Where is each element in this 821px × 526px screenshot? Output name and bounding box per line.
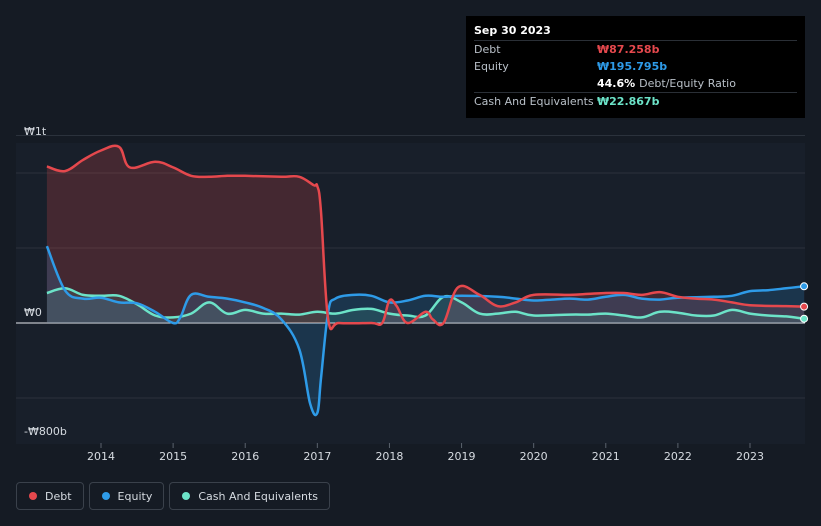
end-marker-equity xyxy=(800,282,809,291)
x-tick-label: 2023 xyxy=(736,450,764,463)
x-tick-label: 2019 xyxy=(448,450,476,463)
x-tick-label: 2018 xyxy=(375,450,403,463)
tooltip-row-equity: Equity ₩195.795b xyxy=(474,58,797,75)
tooltip-value: ₩87.258b xyxy=(597,43,660,56)
tooltip-date: Sep 30 2023 xyxy=(474,24,551,37)
y-label-top: ₩1t xyxy=(24,125,47,138)
tooltip-value: 44.6% xyxy=(597,77,636,90)
legend-label: Debt xyxy=(45,489,72,503)
end-marker-cash-and-equivalents xyxy=(800,314,809,323)
tooltip-row-debt: Debt ₩87.258b xyxy=(474,40,797,58)
y-label-bottom: -₩800b xyxy=(24,425,67,438)
tooltip-ratio-label: Debt/Equity Ratio xyxy=(639,77,736,90)
x-tick-label: 2020 xyxy=(520,450,548,463)
tooltip-value: ₩195.795b xyxy=(597,60,668,73)
equity-dot-icon xyxy=(101,492,110,500)
legend-item-cash[interactable]: Cash And Equivalents xyxy=(169,482,330,510)
legend-label: Equity xyxy=(117,489,153,503)
series-lines xyxy=(45,144,805,417)
plot-background xyxy=(16,143,805,444)
x-tick-label: 2021 xyxy=(592,450,620,463)
tooltip-label: Debt xyxy=(474,43,501,56)
series-end-markers xyxy=(800,282,809,323)
line-equity xyxy=(45,245,805,417)
tooltip-row-cash: Cash And Equivalents ₩22.867b xyxy=(474,92,797,110)
x-tick-label: 2016 xyxy=(231,450,259,463)
tooltip-label: Equity xyxy=(474,60,509,73)
x-tick-label: 2014 xyxy=(87,450,115,463)
tooltip-panel: Sep 30 2023 Debt ₩87.258b Equity ₩195.79… xyxy=(466,16,805,118)
tooltip-row-ratio: 44.6% Debt/Equity Ratio xyxy=(474,75,797,92)
tooltip-value: ₩22.867b xyxy=(597,95,660,108)
x-tick-label: 2017 xyxy=(303,450,331,463)
legend-label: Cash And Equivalents xyxy=(198,489,318,503)
debt-dot-icon xyxy=(29,492,37,500)
area-debt xyxy=(46,145,805,330)
legend-item-debt[interactable]: Debt xyxy=(16,482,84,510)
end-marker-debt xyxy=(800,302,809,311)
cash-dot-icon xyxy=(182,492,191,500)
series-areas xyxy=(46,145,805,416)
x-tick-label: 2022 xyxy=(664,450,692,463)
tooltip-label xyxy=(474,75,597,92)
y-label-zero: ₩0 xyxy=(24,306,42,319)
tooltip-label: Cash And Equivalents xyxy=(474,95,594,108)
area-cash-and-equivalents xyxy=(46,288,805,323)
x-tick-label: 2015 xyxy=(159,450,187,463)
legend-item-equity[interactable]: Equity xyxy=(88,482,165,510)
x-axis-ticks: 2014 2015 2016 2017 2018 2019 2020 2021 2022 2023 xyxy=(87,443,764,463)
line-debt xyxy=(46,144,805,331)
legend: Debt Equity Cash And Equivalents xyxy=(16,482,330,510)
